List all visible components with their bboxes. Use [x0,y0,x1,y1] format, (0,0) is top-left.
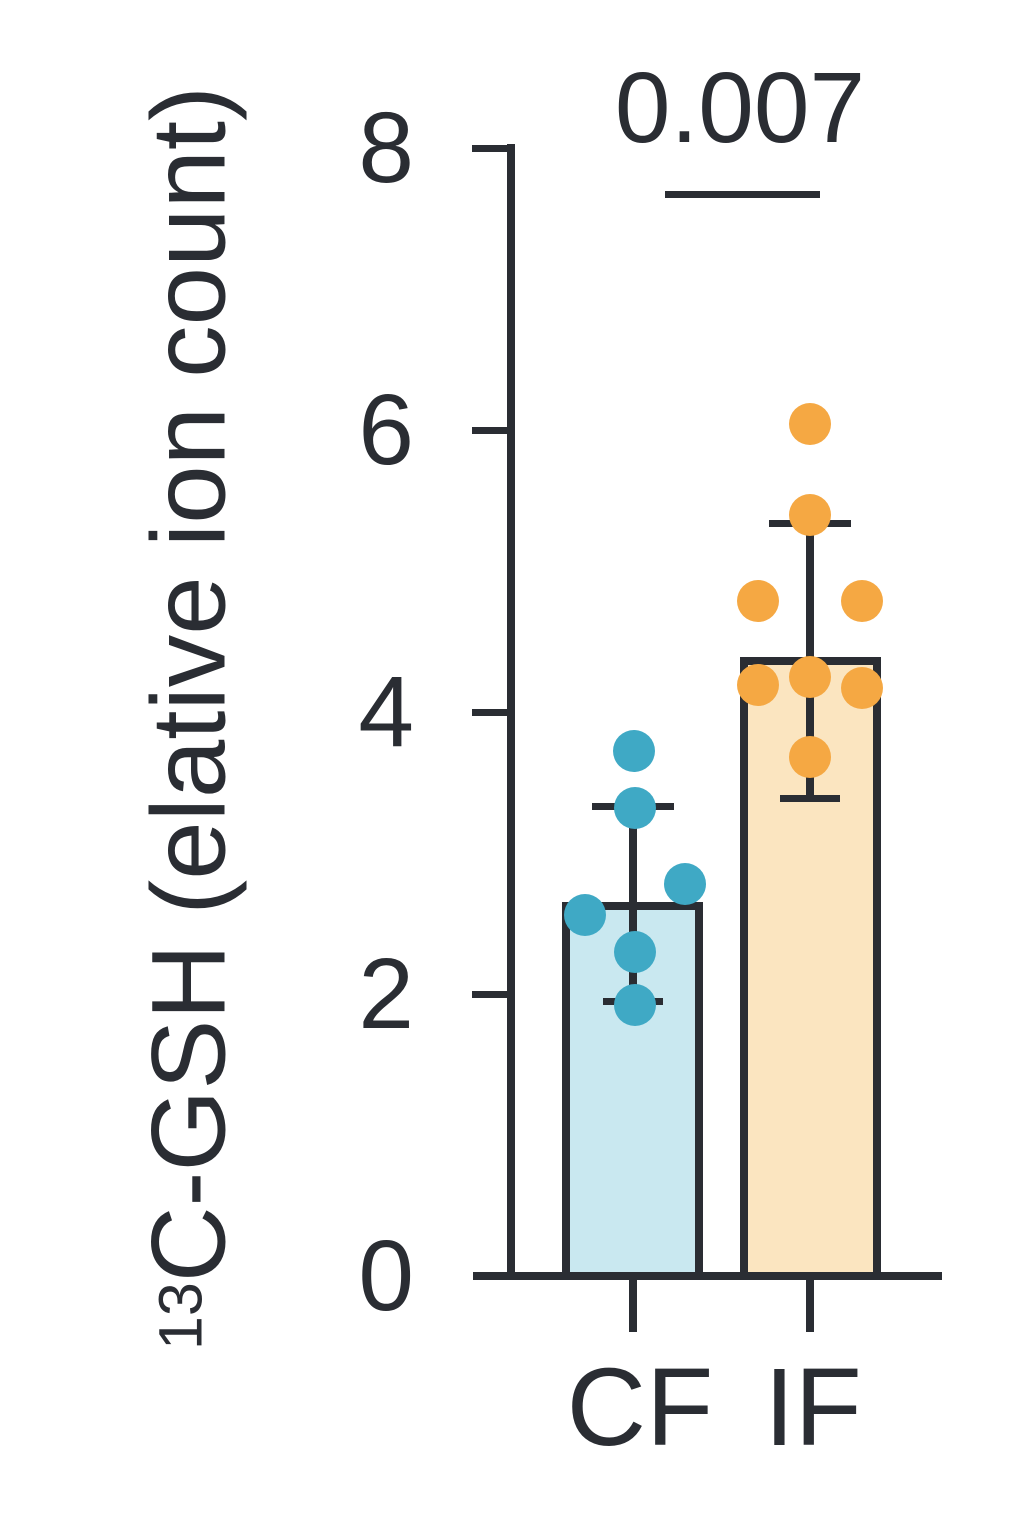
y-tick-label: 6 [358,374,414,486]
significance-line [665,191,820,198]
data-point-cf [613,984,656,1027]
category-label-cf: CF [566,1346,714,1469]
y-tick-label: 2 [358,938,414,1050]
data-point-if [789,403,831,446]
y-tick-label: 4 [358,656,414,768]
data-point-cf [613,786,656,829]
x-axis-line [473,1272,942,1280]
data-point-cf [612,730,655,773]
data-point-if [841,579,883,622]
data-point-cf [663,863,706,906]
error-bar-cap-bottom-if [780,795,840,802]
x-tick-cf [628,1280,637,1332]
y-tick [472,145,515,152]
y-tick [472,991,515,998]
y-axis-label-superscript: 13 [146,1282,215,1351]
y-tick-label: 8 [358,92,414,204]
data-point-if [737,579,779,622]
data-point-cf [613,930,656,973]
x-tick-if [806,1280,814,1332]
error-bar-line-cf [628,806,637,1002]
data-point-cf [563,894,606,937]
data-point-if [789,655,831,698]
data-point-if [737,664,779,707]
y-tick [472,709,515,716]
data-point-if [841,667,883,710]
p-value-label: 0.007 [614,52,866,164]
data-point-if [789,493,831,536]
y-tick-label: 0 [358,1220,414,1332]
y-tick [472,427,515,434]
data-point-if [789,736,831,779]
category-label-if: IF [764,1346,862,1469]
